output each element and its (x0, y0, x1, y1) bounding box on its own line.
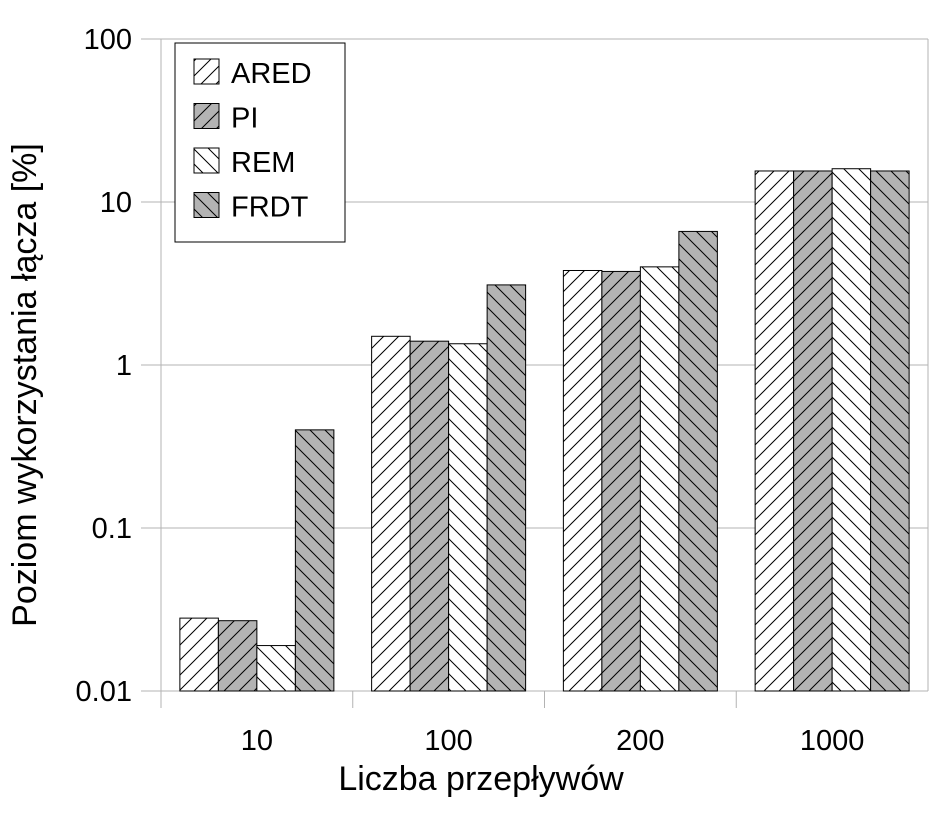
legend-swatch (193, 58, 220, 85)
y-tick-label: 100 (84, 24, 132, 56)
bar (601, 270, 641, 692)
bar (371, 335, 411, 692)
bar (639, 266, 680, 692)
legend-item: ARED (193, 58, 312, 90)
legend-label: FRDT (231, 192, 309, 224)
x-tick-label: 10 (241, 725, 273, 757)
legend-label: ARED (231, 58, 312, 90)
bar (448, 343, 488, 692)
bar (793, 170, 833, 692)
legend-label: REM (231, 147, 295, 179)
legend-label: PI (231, 103, 258, 135)
legend-swatch (193, 103, 220, 129)
y-tick-label: 0.01 (76, 676, 132, 708)
axes (160, 39, 929, 708)
y-tick-label: 1 (116, 350, 132, 382)
bar (754, 170, 795, 692)
bar (678, 230, 718, 692)
bar (486, 284, 527, 692)
tick-labels: 0.01 0.1 1 10 100 10 100 200 1000 (76, 24, 865, 757)
x-tick-label: 1000 (800, 725, 865, 757)
legend: ARED PI REM FRDT (174, 42, 346, 243)
bar (870, 170, 910, 692)
legend-item: REM (193, 147, 295, 179)
bar (409, 340, 450, 692)
legend-swatch (193, 192, 220, 218)
bar (562, 269, 603, 692)
y-tick-label: 10 (100, 187, 132, 219)
bar (217, 620, 258, 692)
bars (179, 168, 910, 692)
bar (831, 168, 872, 692)
bar (256, 645, 296, 692)
y-tick-label: 0.1 (92, 513, 132, 545)
legend-item: FRDT (193, 192, 309, 224)
x-tick-label: 100 (424, 725, 472, 757)
bar (294, 429, 335, 692)
legend-swatch (193, 147, 220, 174)
legend-item: PI (193, 103, 258, 135)
bar (179, 617, 219, 692)
y-axis-title: Poziom wykorzystania łącza [%] (6, 143, 44, 627)
x-tick-label: 200 (616, 725, 664, 757)
x-axis-title: Liczba przepływów (338, 760, 624, 798)
